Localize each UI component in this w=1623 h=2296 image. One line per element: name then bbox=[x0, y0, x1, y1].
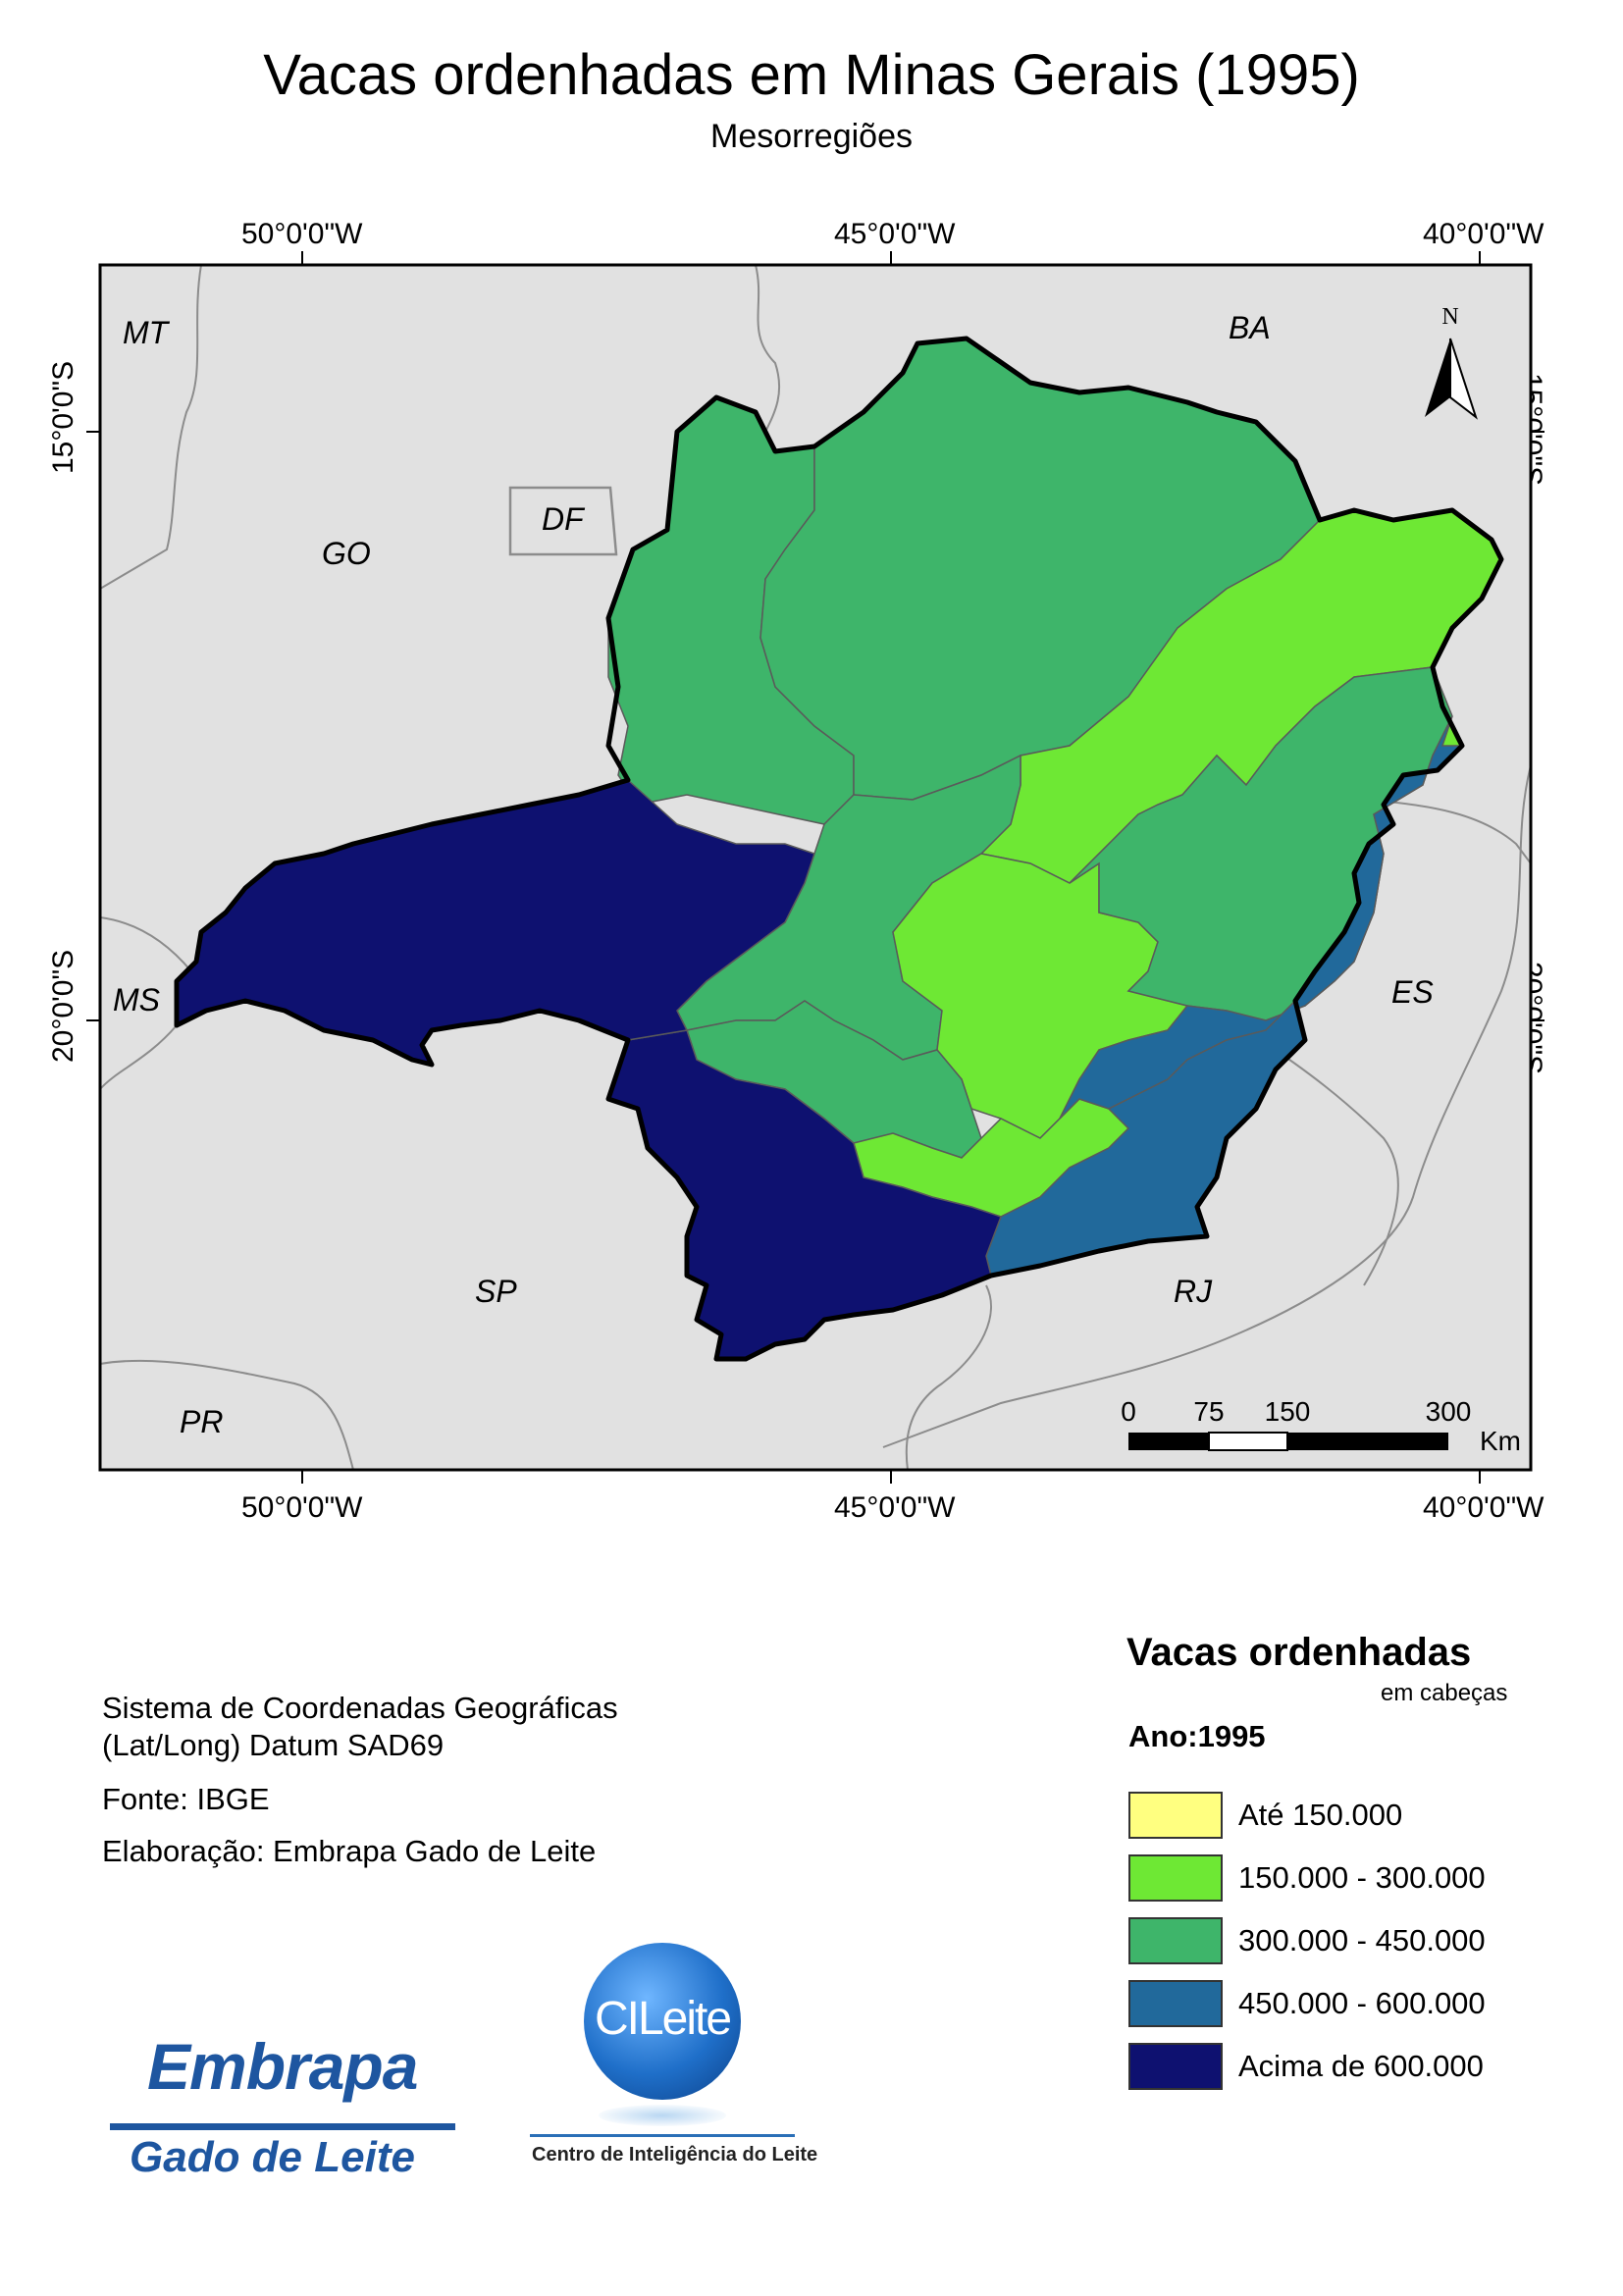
border-sp-pr bbox=[100, 1359, 354, 1470]
state-label-es: ES bbox=[1391, 974, 1434, 1010]
state-label-go: GO bbox=[322, 536, 371, 571]
legend-item: 150.000 - 300.000 bbox=[1128, 1853, 1486, 1903]
legend-swatch bbox=[1128, 2043, 1223, 2090]
map-subtitle: Mesorregiões bbox=[710, 118, 913, 155]
state-label-rj: RJ bbox=[1174, 1274, 1213, 1309]
crs-line-2: (Lat/Long) Datum SAD69 bbox=[102, 1728, 445, 1762]
legend-item: Até 150.000 bbox=[1128, 1791, 1402, 1840]
legend-title: Vacas ordenhadas bbox=[1126, 1631, 1472, 1674]
legend-item: 450.000 - 600.000 bbox=[1128, 1979, 1486, 2028]
df-outline bbox=[508, 486, 618, 556]
legend-swatch bbox=[1128, 1980, 1223, 2027]
state-label-sp: SP bbox=[475, 1274, 517, 1309]
north-arrow: N bbox=[1425, 304, 1478, 420]
scale-tick-150: 150 bbox=[1265, 1396, 1311, 1427]
state-label-df: DF bbox=[542, 501, 586, 537]
map-border bbox=[98, 263, 1533, 1472]
graticule-ticks bbox=[86, 251, 1544, 1484]
border-ms-sp bbox=[100, 1024, 178, 1090]
scale-unit: Km bbox=[1480, 1426, 1521, 1456]
border-go-ba bbox=[755, 265, 781, 433]
state-label-mt: MT bbox=[123, 315, 171, 350]
state-label-pr: PR bbox=[180, 1404, 223, 1439]
lon-label-bottom-40w: 40°0'0"W bbox=[1423, 1491, 1544, 1524]
legend-swatch bbox=[1128, 1854, 1223, 1902]
embrapa-logo-bar bbox=[110, 2123, 455, 2130]
lon-label-top-45w: 45°0'0"W bbox=[834, 218, 956, 250]
lon-label-bottom-50w: 50°0'0"W bbox=[241, 1491, 363, 1524]
legend-unit: em cabeças bbox=[1381, 1680, 1508, 1706]
state-label-ms: MS bbox=[113, 982, 160, 1018]
legend-label: 450.000 - 600.000 bbox=[1238, 1986, 1486, 2020]
border-ms-go bbox=[100, 916, 192, 972]
source-text: Fonte: IBGE bbox=[102, 1782, 270, 1816]
map-title: Vacas ordenhadas em Minas Gerais (1995) bbox=[263, 43, 1360, 107]
north-arrow-label: N bbox=[1441, 304, 1458, 330]
legend-label: 300.000 - 450.000 bbox=[1238, 1923, 1486, 1957]
legend-label: 150.000 - 300.000 bbox=[1238, 1860, 1486, 1895]
scale-tick-0: 0 bbox=[1121, 1396, 1136, 1427]
legend-label: Até 150.000 bbox=[1238, 1798, 1403, 1832]
legend-item: 300.000 - 450.000 bbox=[1128, 1916, 1486, 1965]
map-frame: MT BA GO DF MS ES SP RJ PR N 0 75 150 30… bbox=[86, 251, 1544, 1484]
scale-tick-75: 75 bbox=[1193, 1396, 1224, 1427]
lon-label-top-50w: 50°0'0"W bbox=[241, 218, 363, 250]
cileite-caption: Centro de Inteligência do Leite bbox=[532, 2144, 818, 2166]
embrapa-logo: Embrapa Gado de Leite bbox=[110, 2021, 455, 2186]
legend-swatch bbox=[1128, 1792, 1223, 1839]
legend-label: Acima de 600.000 bbox=[1238, 2049, 1484, 2083]
legend-year: Ano:1995 bbox=[1128, 1719, 1266, 1753]
minas-gerais-outline bbox=[174, 336, 1504, 1362]
author-text: Elaboração: Embrapa Gado de Leite bbox=[102, 1834, 597, 1868]
north-arrow-left-half bbox=[1425, 339, 1450, 417]
north-arrow-right-half bbox=[1449, 338, 1478, 420]
state-label-ba: BA bbox=[1229, 310, 1271, 345]
legend-swatch bbox=[1128, 1917, 1223, 1964]
crs-line-1: Sistema de Coordenadas Geográficas bbox=[102, 1691, 618, 1725]
lon-label-top-40w: 40°0'0"W bbox=[1423, 218, 1544, 250]
scale-tick-300: 300 bbox=[1426, 1396, 1472, 1427]
border-mt-go bbox=[100, 265, 202, 590]
cileite-logo: CILeite Centro de Inteligência do Leite bbox=[530, 1938, 817, 2183]
coastline bbox=[882, 764, 1531, 1448]
cileite-logo-brand: CILeite bbox=[594, 1993, 732, 2045]
legend-item: Acima de 600.000 bbox=[1128, 2042, 1484, 2091]
scale-bar: 0 75 150 300 Km bbox=[1121, 1396, 1521, 1456]
cileite-divider bbox=[530, 2134, 795, 2137]
cileite-globe-icon bbox=[584, 1943, 741, 2100]
border-sp-rj bbox=[905, 1284, 992, 1470]
embrapa-logo-subtitle: Gado de Leite bbox=[130, 2133, 415, 2181]
lon-label-bottom-45w: 45°0'0"W bbox=[834, 1491, 956, 1524]
cileite-globe-shadow bbox=[599, 2105, 726, 2126]
embrapa-logo-brand: Embrapa bbox=[147, 2030, 418, 2103]
